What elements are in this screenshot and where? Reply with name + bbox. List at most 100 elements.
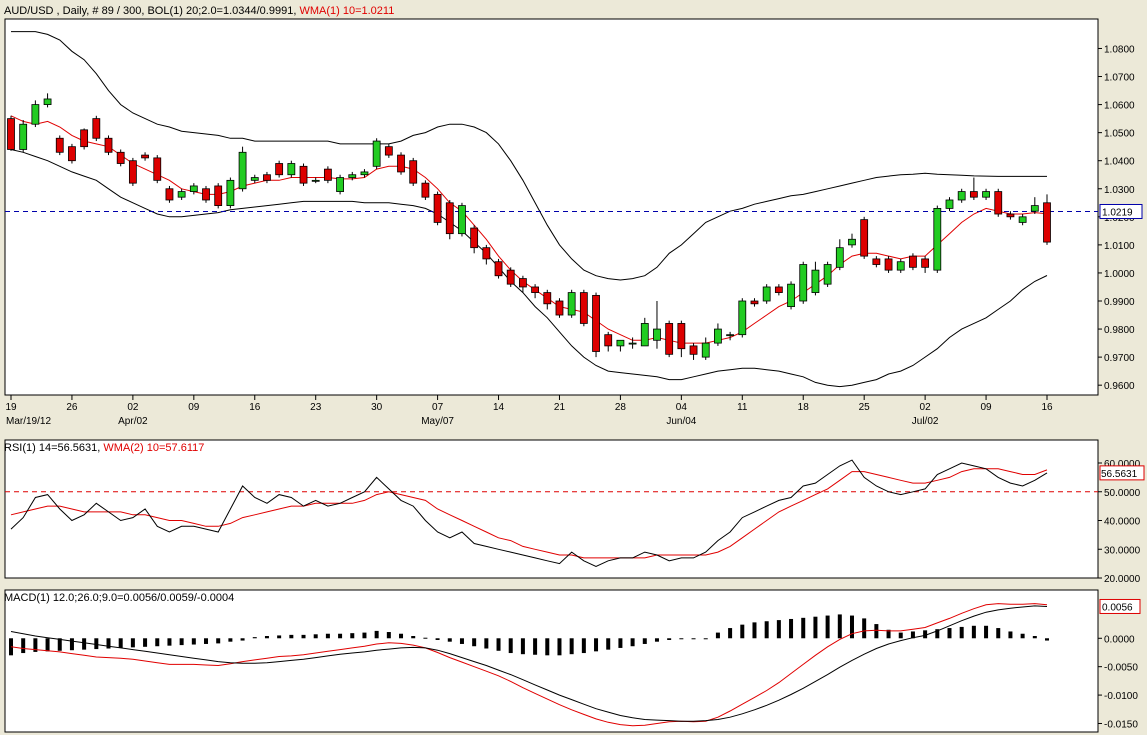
candle-body <box>116 151 125 164</box>
candle-body <box>994 191 1003 215</box>
macd-histogram-bar <box>1045 638 1049 641</box>
macd-histogram-bar <box>703 638 708 640</box>
macd-histogram-bar <box>313 634 318 639</box>
candle-body <box>933 208 942 271</box>
x-month-label: Apr/02 <box>118 416 148 427</box>
macd-histogram-bar <box>691 638 696 640</box>
candle-body <box>43 98 52 105</box>
candle-body <box>604 334 613 347</box>
candle-body <box>421 182 430 198</box>
macd-histogram-bar <box>971 625 976 639</box>
macd-histogram-bar <box>898 632 903 639</box>
x-tick-label: 09 <box>188 402 200 413</box>
macd-histogram-bar <box>813 616 818 639</box>
macd-y-tick-label: -0.0050 <box>1104 663 1138 674</box>
candle-body <box>714 328 722 344</box>
candle-body <box>226 179 235 206</box>
candle-body <box>372 140 381 167</box>
macd-histogram-bar <box>862 618 867 639</box>
rsi-y-tick-label: 50.0000 <box>1104 488 1141 499</box>
macd-histogram-bar <box>959 626 964 639</box>
macd-histogram-bar <box>752 622 757 639</box>
candle-body <box>68 146 76 162</box>
candle-body <box>969 191 978 198</box>
x-tick-label: 16 <box>1041 402 1053 413</box>
macd-histogram-bar <box>1020 633 1025 639</box>
candle-body <box>458 205 466 235</box>
macd-histogram-bar <box>106 638 111 649</box>
macd-histogram-bar <box>143 638 148 647</box>
candle-body <box>677 323 686 350</box>
macd-histogram-bar <box>715 632 720 639</box>
candle-body <box>750 300 759 305</box>
macd-tag-box <box>1099 598 1141 614</box>
price-panel <box>4 18 1099 396</box>
macd-histogram-bar <box>435 638 440 640</box>
x-month-label: Jul/02 <box>912 416 939 427</box>
x-month-label: May/07 <box>421 416 454 427</box>
macd-histogram-bar <box>325 633 330 639</box>
macd-histogram-bar <box>459 638 464 644</box>
price-y-tick-label: 1.0000 <box>1104 269 1135 280</box>
x-tick-label: 04 <box>676 402 688 413</box>
candle-body <box>336 177 344 192</box>
candle-body <box>80 129 89 148</box>
candle-body <box>384 146 393 156</box>
wma-line <box>10 115 1048 344</box>
candle-body <box>835 247 844 268</box>
candle-body <box>665 323 674 355</box>
macd-y-tick-label: 0.0000 <box>1104 634 1135 645</box>
macd-histogram-bar <box>594 638 599 652</box>
candle-body <box>945 199 954 209</box>
x-tick-label: 18 <box>798 402 810 413</box>
macd-histogram-bar <box>996 628 1001 639</box>
candle-body <box>628 342 637 345</box>
candle-body <box>202 188 210 201</box>
candle-body <box>250 177 259 181</box>
rsi-panel <box>4 439 1099 579</box>
macd-histogram-bar <box>947 628 952 639</box>
macd-histogram-bar <box>837 614 842 639</box>
price-y-tick-label: 0.9900 <box>1104 297 1135 308</box>
rsi-header: RSI(1) 14=56.5631, WMA(2) 10=57.6117 <box>4 442 204 454</box>
candle-body <box>31 104 40 125</box>
candle-body <box>531 286 539 293</box>
price-y-tick-label: 1.0100 <box>1104 241 1135 252</box>
macd-histogram-bar <box>1032 636 1037 639</box>
candle-body <box>921 258 930 268</box>
macd-histogram-bar <box>569 638 574 655</box>
bollinger-upper-line <box>11 31 1047 281</box>
macd-histogram-bar <box>533 638 538 655</box>
bollinger-lower-line <box>10 149 1048 388</box>
candle-body <box>896 261 905 271</box>
macd-histogram-bar <box>252 637 257 639</box>
macd-histogram-bar <box>57 638 62 651</box>
macd-histogram-bar <box>849 615 854 639</box>
x-tick-label: 02 <box>127 402 139 413</box>
macd-header: MACD(1) 12.0;26.0;9.0=0.0056/0.0059/-0.0… <box>4 592 234 604</box>
macd-histogram-bar <box>496 638 501 651</box>
candle-body <box>1043 202 1051 243</box>
candle-body <box>555 300 564 316</box>
candle-body <box>689 345 698 355</box>
macd-histogram-bar <box>581 638 586 654</box>
rsi-wma-line <box>10 468 1048 559</box>
candle-body <box>738 300 747 336</box>
candle-body <box>653 328 661 341</box>
x-month-label: Mar/19/12 <box>6 416 51 427</box>
x-tick-label: 28 <box>615 402 627 413</box>
price-header-wma: WMA(1) 10=1.0211 <box>296 5 394 17</box>
macd-histogram-bar <box>399 633 404 639</box>
candle-body <box>957 191 966 201</box>
candle-body <box>1018 216 1027 223</box>
candle-body <box>506 269 515 285</box>
macd-y-tick-label: -0.0100 <box>1104 691 1138 702</box>
macd-histogram-bar <box>484 638 489 649</box>
macd-histogram-bar <box>910 631 915 639</box>
candle-body <box>409 160 418 184</box>
macd-histogram-bar <box>69 638 74 651</box>
macd-histogram-bar <box>776 620 781 639</box>
candle-body <box>762 286 771 302</box>
